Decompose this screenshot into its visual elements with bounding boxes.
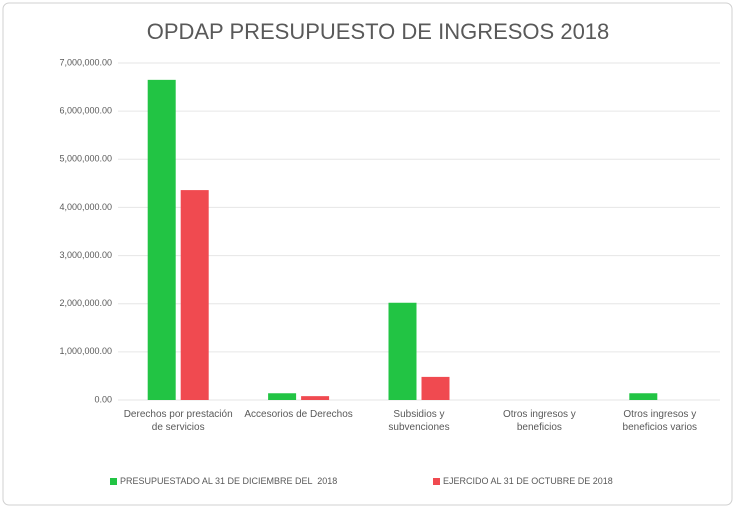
bar: [629, 393, 658, 400]
bar: [147, 79, 176, 400]
bar: [180, 190, 209, 400]
y-tick-label: 0.00: [94, 394, 112, 404]
legend-label: PRESUPUESTADO AL 31 DE DICIEMBRE DEL 201…: [120, 476, 338, 486]
chart-title: OPDAP PRESUPUESTO DE INGRESOS 2018: [147, 19, 610, 44]
legend-swatch: [433, 478, 440, 485]
legend-label: EJERCIDO AL 31 DE OCTUBRE DE 2018: [443, 476, 613, 486]
x-tick-label: Subsidios y subvenciones: [388, 409, 450, 433]
y-tick-label: 1,000,000.00: [59, 346, 112, 356]
bar: [388, 302, 417, 400]
x-tick-label: Derechos por prestación de servicios: [123, 409, 233, 433]
y-tick-label: 6,000,000.00: [59, 106, 112, 116]
bar: [268, 393, 297, 400]
x-tick-label: Accesorios de Derechos: [244, 409, 353, 420]
y-tick-label: 4,000,000.00: [59, 202, 112, 212]
y-tick-label: 2,000,000.00: [59, 298, 112, 308]
x-tick-label: Otros ingresos y beneficios: [502, 409, 576, 433]
bar: [301, 396, 330, 400]
y-tick-label: 5,000,000.00: [59, 154, 112, 164]
y-tick-label: 3,000,000.00: [59, 250, 112, 260]
legend-swatch: [110, 478, 117, 485]
bar: [421, 376, 450, 400]
y-tick-label: 7,000,000.00: [59, 57, 112, 67]
x-tick-label: Otros ingresos y beneficios varios: [622, 409, 698, 433]
